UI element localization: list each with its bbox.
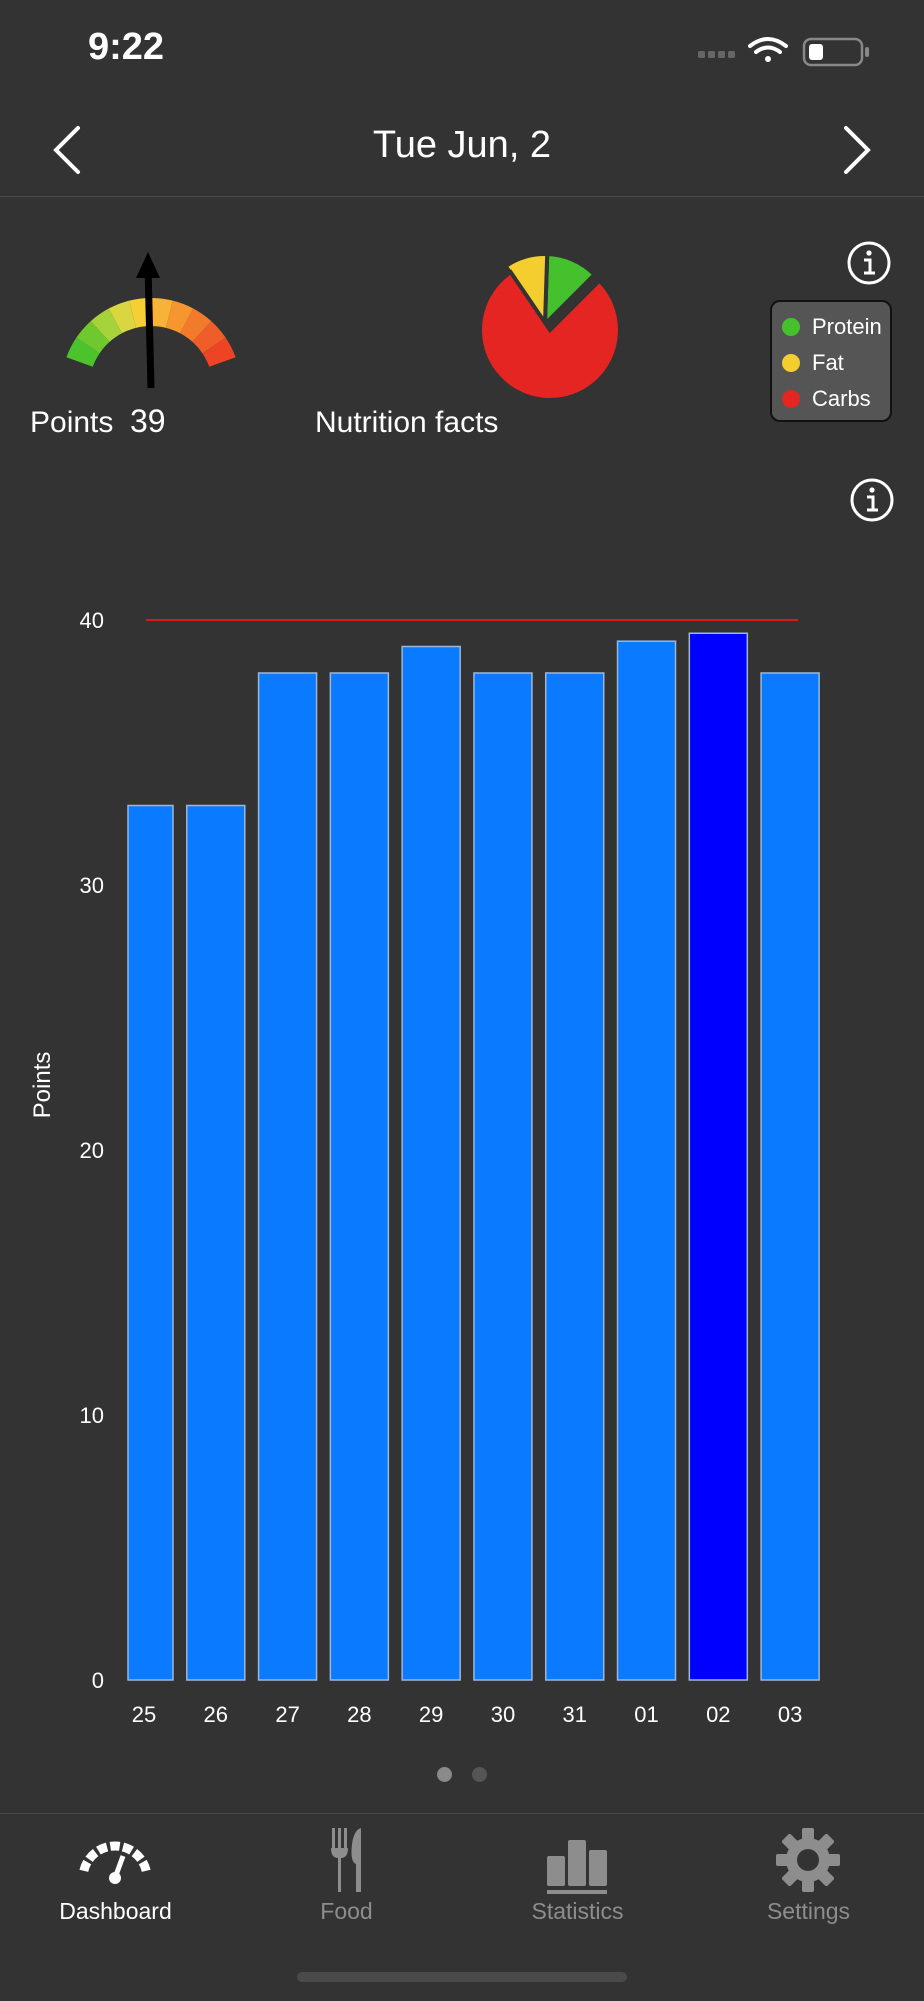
page-title: Tue Jun, 2 [0,124,924,167]
legend-item-carbs: Carbs [782,384,871,414]
tab-dashboard[interactable]: Dashboard [0,1814,231,1934]
protein-dot [782,318,800,336]
info-icon [849,243,889,283]
x-tick-label: 03 [778,1702,802,1727]
bar-30[interactable] [474,673,532,1680]
x-tick-label: 25 [132,1702,156,1727]
y-tick-label: 30 [80,873,104,898]
gauge-tick [98,1847,107,1851]
y-tick-label: 40 [80,608,104,633]
fork-knife-icon [306,1826,386,1896]
gear-icon [768,1826,848,1896]
bar-chart-icon [537,1826,617,1896]
y-tick-label: 10 [80,1403,104,1428]
gauge-tick [143,1862,146,1871]
tab-label: Settings [693,1898,924,1925]
legend-label: Fat [812,350,844,376]
x-tick-label: 02 [706,1702,730,1727]
x-tick-label: 31 [562,1702,586,1727]
page-indicator[interactable] [0,1767,924,1787]
gauge-tick [134,1853,141,1860]
legend-item-fat: Fat [782,348,844,378]
y-axis-label: Points [29,1052,56,1119]
page-dot[interactable] [437,1767,452,1782]
bar-26[interactable] [187,806,245,1681]
gauge-tick [84,1862,87,1871]
tab-label: Statistics [462,1898,693,1925]
legend-label: Protein [812,314,882,340]
x-tick-label: 30 [491,1702,515,1727]
x-tick-label: 26 [204,1702,228,1727]
status-icons [696,34,876,68]
bar-28[interactable] [330,673,388,1680]
legend-item-protein: Protein [782,312,882,342]
home-indicator [297,1972,627,1982]
navigation-bar: Tue Jun, 2 [0,100,924,197]
nutrition-legend: Protein Fat Carbs [770,300,892,422]
x-tick-label: 01 [634,1702,658,1727]
nutrition-info-button[interactable] [846,240,892,286]
tab-settings[interactable]: Settings [693,1814,924,1934]
info-icon [852,480,892,520]
bar-01[interactable] [618,641,676,1680]
page-dot[interactable] [472,1767,487,1782]
tab-label: Food [231,1898,462,1925]
bar-31[interactable] [546,673,604,1680]
x-tick-label: 29 [419,1702,443,1727]
tab-food[interactable]: Food [231,1814,462,1934]
y-tick-label: 20 [80,1138,104,1163]
nutrition-facts-label: Nutrition facts [315,406,498,440]
wifi-icon [750,39,786,62]
status-time: 9:22 [88,26,164,69]
tab-statistics[interactable]: Statistics [462,1814,693,1934]
signal-icon [698,51,735,58]
bar-29[interactable] [402,647,460,1681]
fat-dot [782,354,800,372]
chevron-right-icon [846,128,868,172]
gauge-tick [123,1847,132,1851]
gauge-tick [89,1853,96,1860]
points-gauge[interactable] [56,248,246,396]
tab-label: Dashboard [0,1898,231,1925]
bar-25[interactable] [128,806,173,1681]
y-tick-label: 0 [92,1668,104,1693]
points-value: 39 [130,403,166,440]
bar-02[interactable] [689,633,747,1680]
bar-27[interactable] [259,673,317,1680]
legend-label: Carbs [812,386,871,412]
x-tick-label: 28 [347,1702,371,1727]
battery-icon [804,39,869,65]
points-bar-chart[interactable]: Points 0 10 20 30 40 25 26 27 28 29 30 31 01 02 03 [0,580,924,1730]
nutrition-pie-chart[interactable] [470,250,630,410]
bar-03[interactable] [761,673,819,1680]
x-tick-label: 27 [275,1702,299,1727]
next-day-button[interactable] [824,122,880,178]
gauge-icon [75,1826,155,1896]
carbs-dot [782,390,800,408]
chart-info-button[interactable] [849,477,895,523]
points-label: Points [30,406,113,440]
